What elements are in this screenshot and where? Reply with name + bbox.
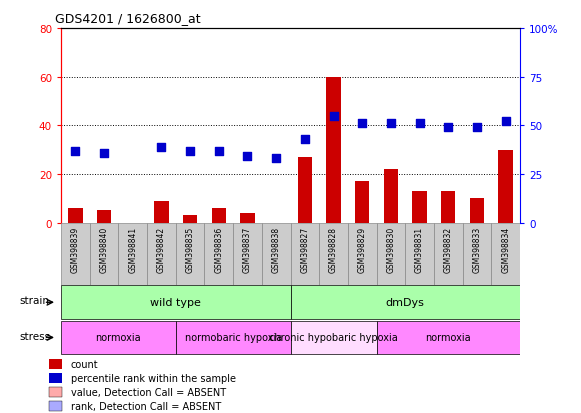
- Bar: [119, 223, 147, 285]
- Bar: [297, 157, 312, 223]
- Bar: [97, 211, 111, 223]
- Bar: [376, 321, 520, 354]
- Bar: [49, 401, 62, 411]
- Bar: [383, 170, 398, 223]
- Bar: [262, 223, 290, 285]
- Text: dmDys: dmDys: [386, 297, 425, 308]
- Bar: [154, 201, 168, 223]
- Bar: [205, 223, 233, 285]
- Bar: [89, 223, 119, 285]
- Bar: [498, 150, 513, 223]
- Text: GDS4201 / 1626800_at: GDS4201 / 1626800_at: [55, 12, 201, 25]
- Point: [99, 150, 109, 157]
- Point: [501, 119, 510, 126]
- Bar: [183, 216, 198, 223]
- Bar: [290, 223, 319, 285]
- Text: percentile rank within the sample: percentile rank within the sample: [71, 373, 236, 383]
- Bar: [61, 223, 89, 285]
- Text: GSM398831: GSM398831: [415, 226, 424, 272]
- Text: normoxia: normoxia: [95, 332, 141, 343]
- Text: value, Detection Call = ABSENT: value, Detection Call = ABSENT: [71, 387, 226, 397]
- Point: [71, 148, 80, 154]
- Bar: [175, 321, 290, 354]
- Bar: [61, 321, 175, 354]
- Bar: [68, 209, 83, 223]
- Text: strain: strain: [20, 296, 50, 306]
- Bar: [492, 223, 520, 285]
- Bar: [327, 77, 340, 223]
- Text: GSM398832: GSM398832: [444, 226, 453, 272]
- Bar: [290, 286, 520, 319]
- Bar: [376, 223, 406, 285]
- Text: GSM398839: GSM398839: [71, 226, 80, 272]
- Point: [472, 125, 482, 131]
- Text: GSM398841: GSM398841: [128, 226, 137, 272]
- Bar: [175, 223, 205, 285]
- Text: GSM398837: GSM398837: [243, 226, 252, 272]
- Text: GSM398829: GSM398829: [358, 226, 367, 272]
- Point: [157, 144, 166, 151]
- Text: wild type: wild type: [150, 297, 201, 308]
- Bar: [49, 373, 62, 383]
- Point: [415, 121, 424, 127]
- Text: GSM398840: GSM398840: [99, 226, 109, 272]
- Point: [329, 113, 338, 120]
- Point: [357, 121, 367, 127]
- Bar: [147, 223, 175, 285]
- Text: GSM398833: GSM398833: [472, 226, 482, 272]
- Text: GSM398828: GSM398828: [329, 226, 338, 272]
- Bar: [406, 223, 434, 285]
- Text: GSM398830: GSM398830: [386, 226, 396, 272]
- Bar: [61, 286, 290, 319]
- Bar: [319, 223, 348, 285]
- Text: chronic hypobaric hypoxia: chronic hypobaric hypoxia: [269, 332, 398, 343]
- Point: [444, 125, 453, 131]
- Point: [386, 121, 396, 127]
- Text: normoxia: normoxia: [425, 332, 471, 343]
- Text: GSM398835: GSM398835: [185, 226, 195, 272]
- Text: GSM398836: GSM398836: [214, 226, 223, 272]
- Bar: [290, 321, 376, 354]
- Text: normobaric hypoxia: normobaric hypoxia: [185, 332, 282, 343]
- Text: rank, Detection Call = ABSENT: rank, Detection Call = ABSENT: [71, 401, 221, 411]
- Point: [271, 156, 281, 162]
- Bar: [348, 223, 376, 285]
- Text: stress: stress: [19, 331, 51, 341]
- Bar: [434, 223, 462, 285]
- Bar: [211, 209, 226, 223]
- Bar: [241, 213, 254, 223]
- Bar: [49, 387, 62, 397]
- Point: [214, 148, 224, 154]
- Bar: [233, 223, 262, 285]
- Point: [300, 136, 310, 143]
- Bar: [462, 223, 492, 285]
- Text: GSM398834: GSM398834: [501, 226, 510, 272]
- Text: count: count: [71, 359, 99, 369]
- Bar: [441, 192, 456, 223]
- Point: [243, 154, 252, 160]
- Bar: [49, 359, 62, 369]
- Text: GSM398838: GSM398838: [272, 226, 281, 272]
- Bar: [470, 199, 484, 223]
- Point: [185, 148, 195, 154]
- Bar: [355, 182, 370, 223]
- Text: GSM398827: GSM398827: [300, 226, 309, 272]
- Text: GSM398842: GSM398842: [157, 226, 166, 272]
- Bar: [413, 192, 427, 223]
